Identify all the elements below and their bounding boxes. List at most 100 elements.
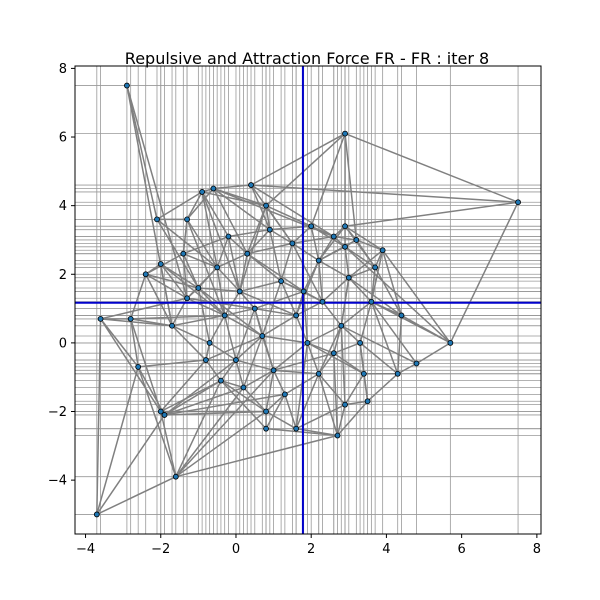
edge-57 [212,188,248,255]
node-66 [240,384,247,391]
node-3 [127,315,134,322]
node-5 [142,271,149,278]
y-tick-label-1: −2 [48,405,67,420]
edge-66 [250,184,519,203]
edge-228 [340,325,346,405]
edge-246 [175,387,245,478]
node-54 [293,312,300,319]
node-59 [330,350,337,357]
edge-50 [186,218,218,268]
edge-169 [348,266,376,279]
node-18 [248,182,254,188]
edge-231 [370,301,399,375]
edge-230 [307,342,365,375]
edge-87 [344,133,358,241]
node-35 [447,339,454,346]
edge-49 [182,219,188,254]
edge-239 [250,184,335,238]
edge-142 [262,335,308,344]
edge-149 [208,315,226,344]
node-4 [135,364,142,370]
edge-170 [344,246,350,278]
node-15 [210,185,217,192]
node-28 [342,401,348,408]
edge-213 [302,291,309,343]
node-12 [184,295,190,302]
y-tick-label-5: 6 [59,131,67,146]
edge-226 [295,342,309,429]
node-65 [300,288,307,295]
node-48 [214,264,221,271]
node-36 [515,199,521,206]
node-63 [180,250,187,257]
node-6 [154,216,160,223]
node-52 [206,339,213,346]
edge-39 [171,314,225,327]
node-57 [368,298,375,305]
node-10 [169,322,175,329]
node-2 [97,315,104,322]
edge-154 [340,301,372,327]
edge-101 [344,373,365,406]
edge-52 [201,191,267,207]
node-44 [244,250,251,257]
edge-201 [291,243,324,303]
edge-220 [160,263,226,317]
edge-104 [367,373,399,402]
edge-128 [198,287,240,293]
edge-72 [265,205,294,244]
edge-8 [99,318,139,368]
edge-12 [129,318,139,368]
edge-53 [201,191,230,237]
edge-182 [209,342,237,361]
edge-67 [250,184,271,230]
node-20 [263,425,269,432]
node-25 [330,233,337,240]
edge-147 [295,315,309,344]
edge-196 [344,246,376,269]
edge-42 [175,369,275,478]
edge-73 [265,427,338,437]
node-55 [251,305,258,312]
edge-208 [197,287,263,337]
edge-69 [265,205,271,230]
y-tick-label-3: 2 [59,268,67,283]
edge-63 [220,380,267,413]
edge-159 [247,242,293,255]
edge-135 [321,301,342,327]
edge-198 [261,280,282,337]
node-46 [315,257,322,264]
node-40 [259,333,266,339]
edge-116 [374,267,403,316]
node-60 [225,233,232,240]
edge-161 [291,225,312,244]
edge-195 [183,235,229,255]
edge-150 [224,307,255,317]
node-58 [266,226,273,233]
edge-20 [145,253,184,275]
edge-215 [370,250,384,302]
node-32 [394,370,401,377]
x-tick-label-4: 4 [382,542,390,557]
node-45 [289,240,296,247]
edge-118 [370,301,418,364]
edge-136 [303,290,323,303]
edge-27 [160,263,173,326]
edge-212 [310,225,346,248]
edge-137 [295,301,323,317]
edge-199 [224,314,263,337]
edge-40 [175,380,222,478]
edge-88 [265,133,346,207]
node-13 [184,216,190,223]
node-16 [202,357,209,363]
edge-75 [265,393,286,430]
edge-77 [265,393,286,413]
edge-186 [235,308,256,361]
edge-175 [235,359,274,372]
edge-62 [220,379,244,389]
edge-100 [344,400,368,406]
edge-138 [317,260,324,302]
edge-0 [126,85,158,220]
edge-218 [186,219,226,316]
